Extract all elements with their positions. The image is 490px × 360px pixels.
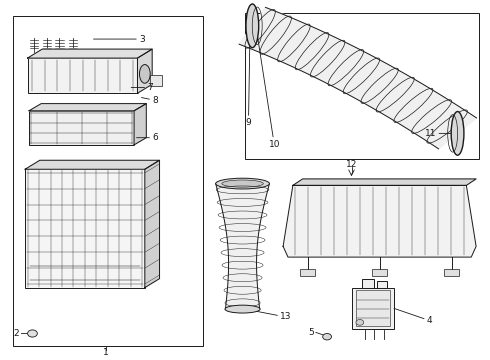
Bar (362, 279, 374, 288)
Polygon shape (145, 160, 159, 288)
Text: 10: 10 (255, 19, 280, 149)
Ellipse shape (140, 64, 150, 83)
Bar (25, 169, 145, 288)
Ellipse shape (216, 178, 270, 189)
Polygon shape (283, 185, 476, 257)
Text: 8: 8 (142, 96, 158, 105)
Bar (352, 288, 394, 329)
Bar (356, 291, 390, 326)
Ellipse shape (222, 180, 263, 187)
Bar (300, 269, 315, 276)
Bar (245, 13, 479, 159)
Polygon shape (134, 104, 147, 145)
Ellipse shape (225, 305, 260, 313)
Text: 5: 5 (309, 328, 315, 337)
Text: 4: 4 (394, 309, 432, 325)
Bar (27, 58, 138, 93)
Text: 11: 11 (425, 129, 460, 138)
Polygon shape (216, 184, 270, 309)
Text: 13: 13 (245, 309, 292, 321)
Text: 2: 2 (14, 329, 19, 338)
Circle shape (356, 319, 364, 325)
Polygon shape (27, 49, 152, 58)
Bar (444, 269, 459, 276)
Ellipse shape (246, 4, 259, 48)
Circle shape (27, 330, 37, 337)
Circle shape (323, 333, 331, 340)
Polygon shape (25, 160, 159, 169)
Polygon shape (293, 179, 476, 185)
Text: 12: 12 (346, 160, 357, 169)
Text: 7: 7 (131, 83, 153, 92)
Polygon shape (239, 8, 477, 149)
Bar (377, 281, 387, 288)
Text: 3: 3 (94, 35, 145, 44)
Polygon shape (29, 104, 147, 111)
Bar (372, 269, 387, 276)
Text: 1: 1 (103, 348, 109, 357)
Bar (29, 111, 134, 145)
Text: 9: 9 (245, 39, 251, 127)
Bar (13, 16, 203, 346)
Ellipse shape (451, 112, 464, 155)
Polygon shape (138, 49, 152, 93)
Text: 6: 6 (137, 133, 158, 142)
Bar (150, 76, 162, 86)
